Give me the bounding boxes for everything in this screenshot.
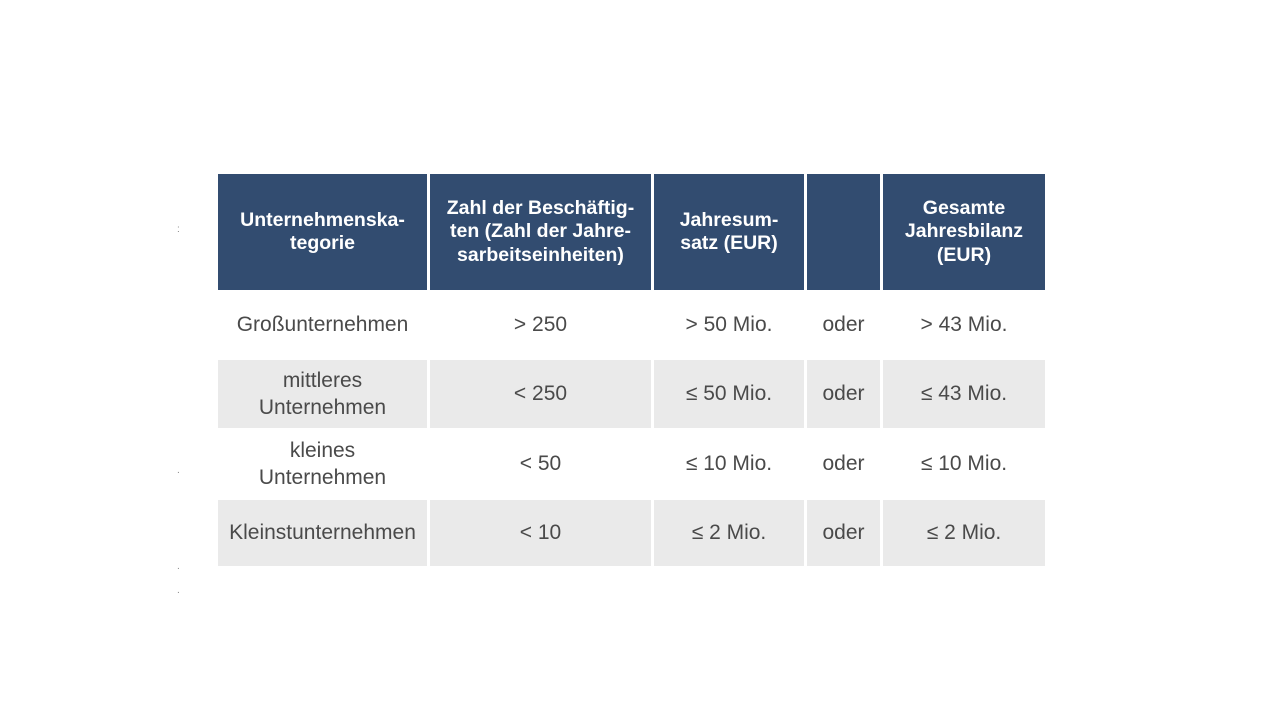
header-category: Unternehmenska- tegorie <box>218 174 427 290</box>
row-4-employees: < 10 <box>430 500 651 566</box>
margin-mark: . <box>177 561 180 572</box>
row-3-connector: oder <box>822 452 865 476</box>
header-connector <box>807 174 880 290</box>
header-balance: Gesamte Jahresbilanz (EUR) <box>883 174 1045 290</box>
enterprise-category-table: Unternehmenska- tegorie Zahl der Beschäf… <box>218 174 1045 566</box>
row-2-balance: ≤ 43 Mio. <box>883 360 1045 428</box>
row-2-connector: oder <box>807 360 880 428</box>
row-1-employees: > 250 <box>513 313 568 337</box>
row-1-turnover: > 50 Mio. <box>685 313 773 337</box>
row-4-connector: oder <box>807 500 880 566</box>
row-1-balance: > 43 Mio. <box>920 313 1008 337</box>
row-1-connector: oder <box>822 313 865 337</box>
row-4-category: Kleinstunternehmen <box>218 500 427 566</box>
row-4-turnover: ≤ 2 Mio. <box>654 500 804 566</box>
margin-mark: : <box>177 224 180 235</box>
row-1-category: Großunternehmen <box>236 313 409 337</box>
header-turnover: Jahresum- satz (EUR) <box>654 174 804 290</box>
margin-mark: . <box>177 465 180 476</box>
header-employees: Zahl der Beschäftig- ten (Zahl der Jahre… <box>430 174 651 290</box>
margin-mark: . <box>177 585 180 596</box>
row-3-employees: < 50 <box>519 452 562 476</box>
row-4-balance: ≤ 2 Mio. <box>883 500 1045 566</box>
row-3-category: kleines Unternehmen <box>258 438 387 489</box>
row-2-employees: < 250 <box>430 360 651 428</box>
row-2-turnover: ≤ 50 Mio. <box>654 360 804 428</box>
row-3-balance: ≤ 10 Mio. <box>920 452 1008 476</box>
row-2-category: mittleres Unternehmen <box>218 360 427 428</box>
row-3-turnover: ≤ 10 Mio. <box>685 452 773 476</box>
